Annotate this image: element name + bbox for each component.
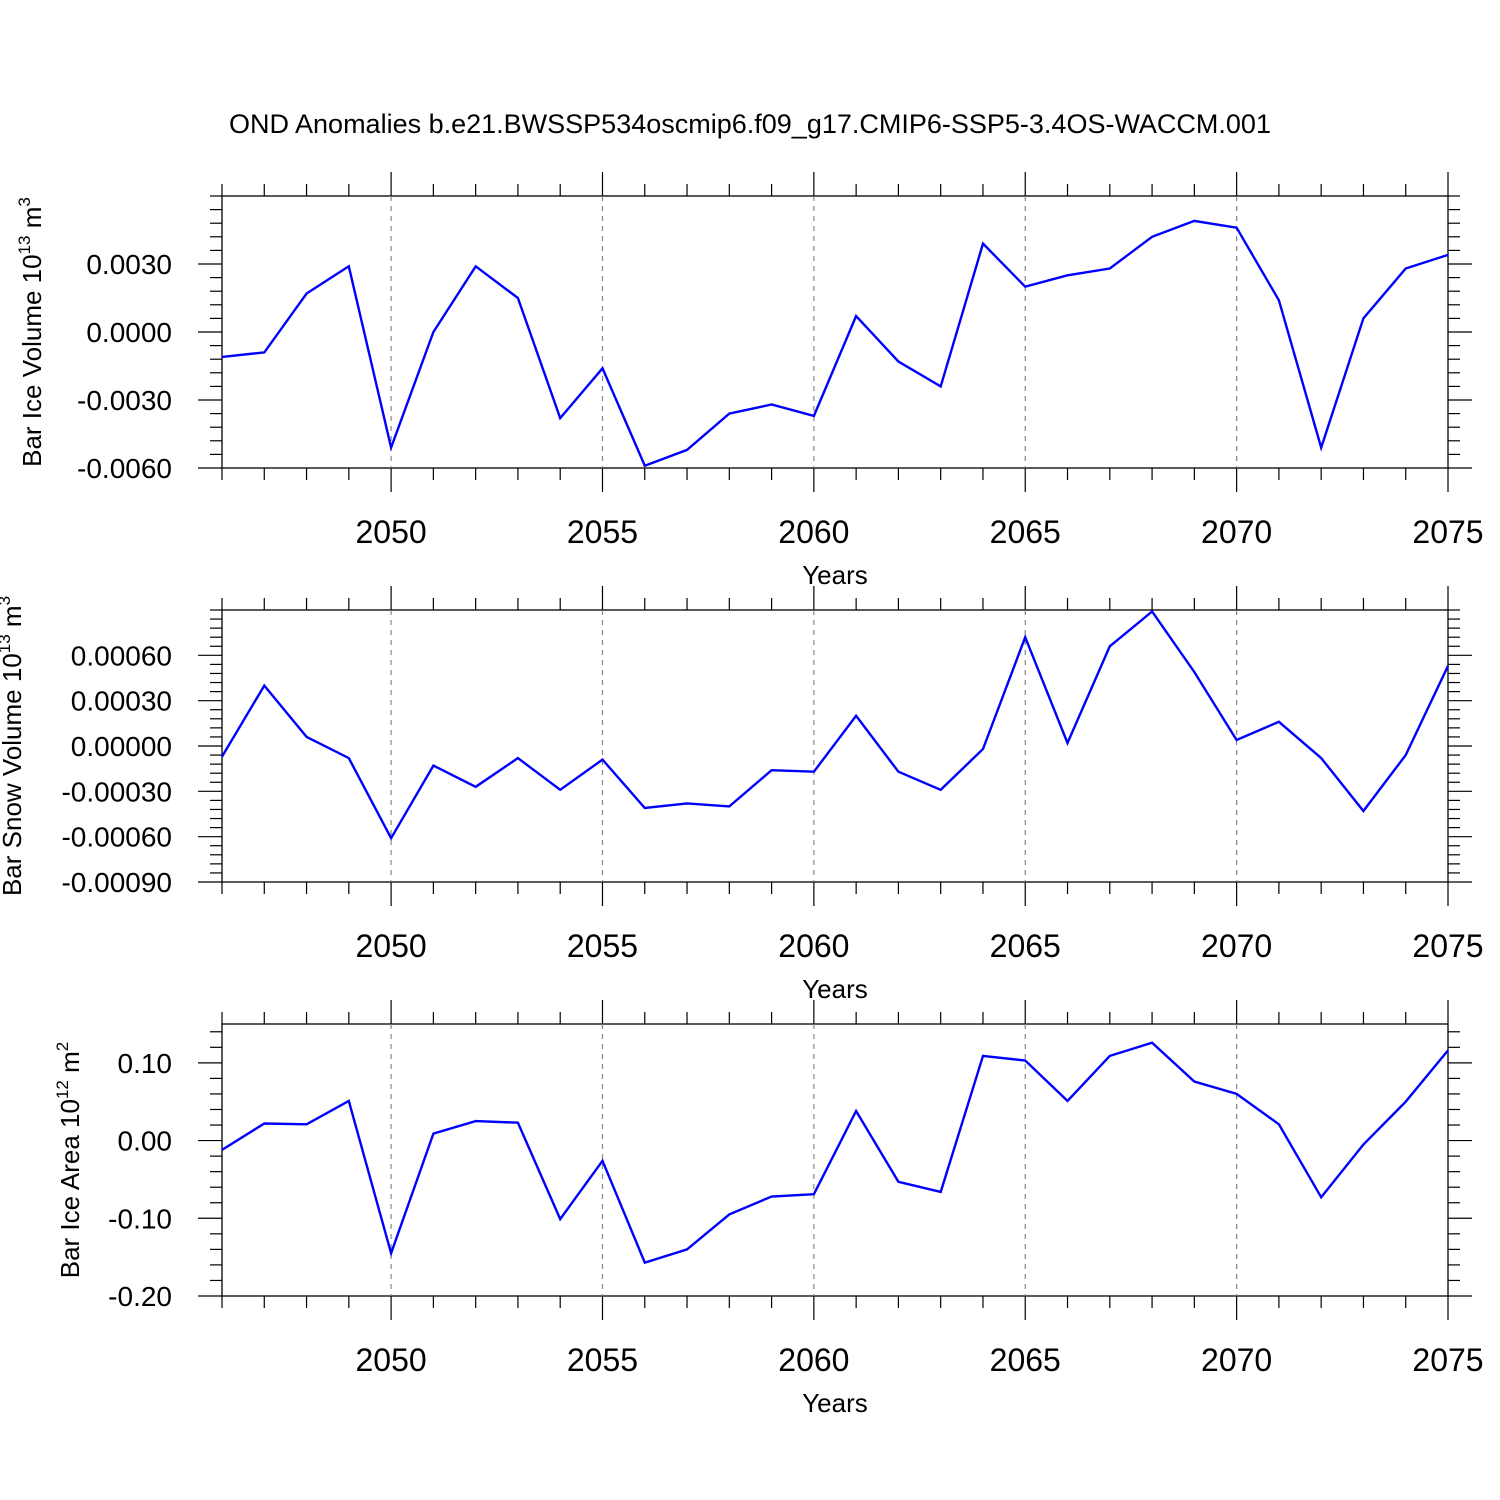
x-axis-title: Years	[802, 560, 868, 590]
y-axis-title: Bar Ice Area 1012 m2	[53, 1042, 85, 1279]
x-tick-label: 2065	[990, 1342, 1061, 1378]
y-tick-label: 0.00030	[71, 686, 172, 717]
y-tick-label: -0.10	[108, 1203, 172, 1234]
y-tick-label: -0.00030	[61, 776, 172, 807]
x-tick-label: 2075	[1412, 928, 1483, 964]
y-tick-label: 0.0030	[86, 249, 172, 280]
y-tick-label: -0.00060	[61, 822, 172, 853]
y-tick-label: 0.00000	[71, 731, 172, 762]
plot-frame	[221, 1023, 1449, 1297]
x-tick-label: 2060	[778, 514, 849, 550]
y-tick-label: 0.10	[118, 1048, 173, 1079]
x-tick-label: 2070	[1201, 928, 1272, 964]
x-tick-label: 2060	[778, 1342, 849, 1378]
y-tick-label: -0.00090	[61, 867, 172, 898]
panel-snow-volume: -0.00090 -0.00060 -0.00030 0.00000 0.00030 0.…	[0, 586, 1484, 1004]
x-tick-label: 2070	[1201, 514, 1272, 550]
y-axis-title: Bar Ice Volume 1013 m3	[15, 197, 47, 467]
x-tick-label: 2055	[567, 1342, 638, 1378]
x-axis-title: Years	[802, 1388, 868, 1418]
y-tick-label: -0.20	[108, 1281, 172, 1312]
series-line	[220, 609, 1450, 841]
x-axis-title: Years	[802, 974, 868, 1004]
plot-frame	[221, 195, 1449, 469]
x-tick-label: 2060	[778, 928, 849, 964]
x-tick-label: 2050	[356, 1342, 427, 1378]
figure-title: OND Anomalies b.e21.BWSSP534oscmip6.f09_…	[229, 109, 1271, 139]
y-tick-label: 0.0000	[86, 317, 172, 348]
y-tick-label: -0.0030	[77, 385, 172, 416]
plot-frame	[221, 609, 1449, 883]
x-tick-label: 2075	[1412, 1342, 1483, 1378]
x-tick-label: 2055	[567, 928, 638, 964]
y-axis-title: Bar Snow Volume 1013 m3	[0, 596, 27, 896]
x-tick-label: 2050	[356, 928, 427, 964]
x-tick-label: 2065	[990, 928, 1061, 964]
series-line	[221, 219, 1449, 468]
x-tick-label: 2050	[356, 514, 427, 550]
x-tick-label: 2055	[567, 514, 638, 550]
panel-ice-area: -0.20 -0.10 0.00 0.10 2050 2055 2060 2065 2070 20…	[53, 1000, 1484, 1418]
x-tick-label: 2075	[1412, 514, 1483, 550]
panel-ice-volume: -0.0060 -0.0030 0.0000 0.0030 2050 2055 2060 20…	[15, 172, 1484, 590]
x-tick-label: 2065	[990, 514, 1061, 550]
y-tick-label: 0.00	[118, 1126, 173, 1157]
y-tick-label: 0.00060	[71, 640, 172, 671]
x-tick-label: 2070	[1201, 1342, 1272, 1378]
series-line	[221, 1041, 1449, 1265]
y-tick-label: -0.0060	[77, 453, 172, 484]
